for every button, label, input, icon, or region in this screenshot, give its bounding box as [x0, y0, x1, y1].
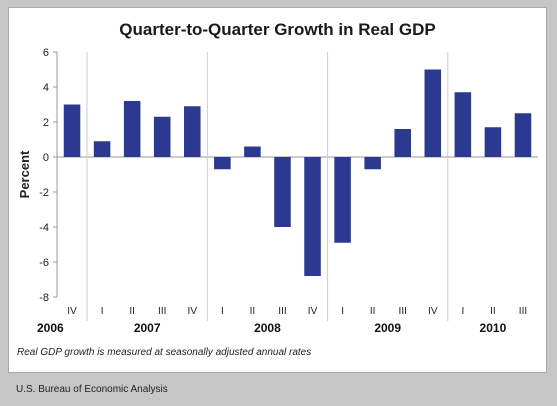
x-tick-label: III	[519, 306, 527, 317]
x-tick-label: I	[341, 306, 344, 317]
bar	[424, 69, 442, 157]
x-tick-label: III	[158, 306, 166, 317]
bar	[364, 157, 381, 170]
x-tick-label: II	[129, 306, 135, 317]
x-tick-label: III	[399, 306, 407, 317]
x-tick-label: II	[250, 306, 256, 317]
y-tick-label: -6	[39, 257, 49, 269]
bar	[184, 106, 201, 157]
year-label: 2006	[37, 321, 64, 335]
y-tick-label: 4	[43, 82, 49, 94]
y-tick-label: -2	[39, 187, 49, 199]
chart-title: Quarter-to-Quarter Growth in Real GDP	[119, 20, 436, 39]
x-tick-label: I	[101, 306, 104, 317]
bar	[123, 101, 141, 157]
bar	[244, 146, 261, 157]
year-label: 2008	[254, 321, 281, 335]
year-label: 2007	[134, 321, 161, 335]
bar	[484, 127, 502, 157]
x-tick-label: IV	[428, 306, 438, 317]
bar	[63, 104, 81, 157]
x-tick-label: I	[461, 306, 464, 317]
bar	[334, 157, 351, 243]
x-tick-label: IV	[188, 306, 198, 317]
y-axis-label: Percent	[17, 150, 32, 198]
bar	[214, 157, 231, 170]
x-tick-label: II	[370, 306, 376, 317]
source-credit: U.S. Bureau of Economic Analysis	[16, 384, 168, 395]
y-tick-label: 0	[43, 152, 49, 164]
bar	[514, 113, 532, 157]
bar	[454, 92, 472, 157]
chart-note: Real GDP growth is measured at seasonall…	[17, 347, 312, 358]
x-tick-label: II	[490, 306, 496, 317]
x-tick-label: IV	[67, 306, 77, 317]
year-label: 2010	[480, 321, 507, 335]
y-tick-label: -8	[39, 292, 49, 304]
x-tick-label: III	[278, 306, 286, 317]
bar	[394, 129, 411, 157]
chart-panel: Quarter-to-Quarter Growth in Real GDP -8…	[8, 7, 547, 373]
bar	[304, 157, 321, 276]
bar	[153, 116, 171, 157]
bar	[93, 141, 111, 157]
year-label: 2009	[374, 321, 401, 335]
y-tick-label: 6	[43, 47, 49, 59]
bar	[274, 157, 291, 227]
y-tick-label: 2	[43, 117, 49, 129]
x-tick-label: IV	[308, 306, 318, 317]
y-tick-label: -4	[39, 222, 49, 234]
x-tick-label: I	[221, 306, 224, 317]
